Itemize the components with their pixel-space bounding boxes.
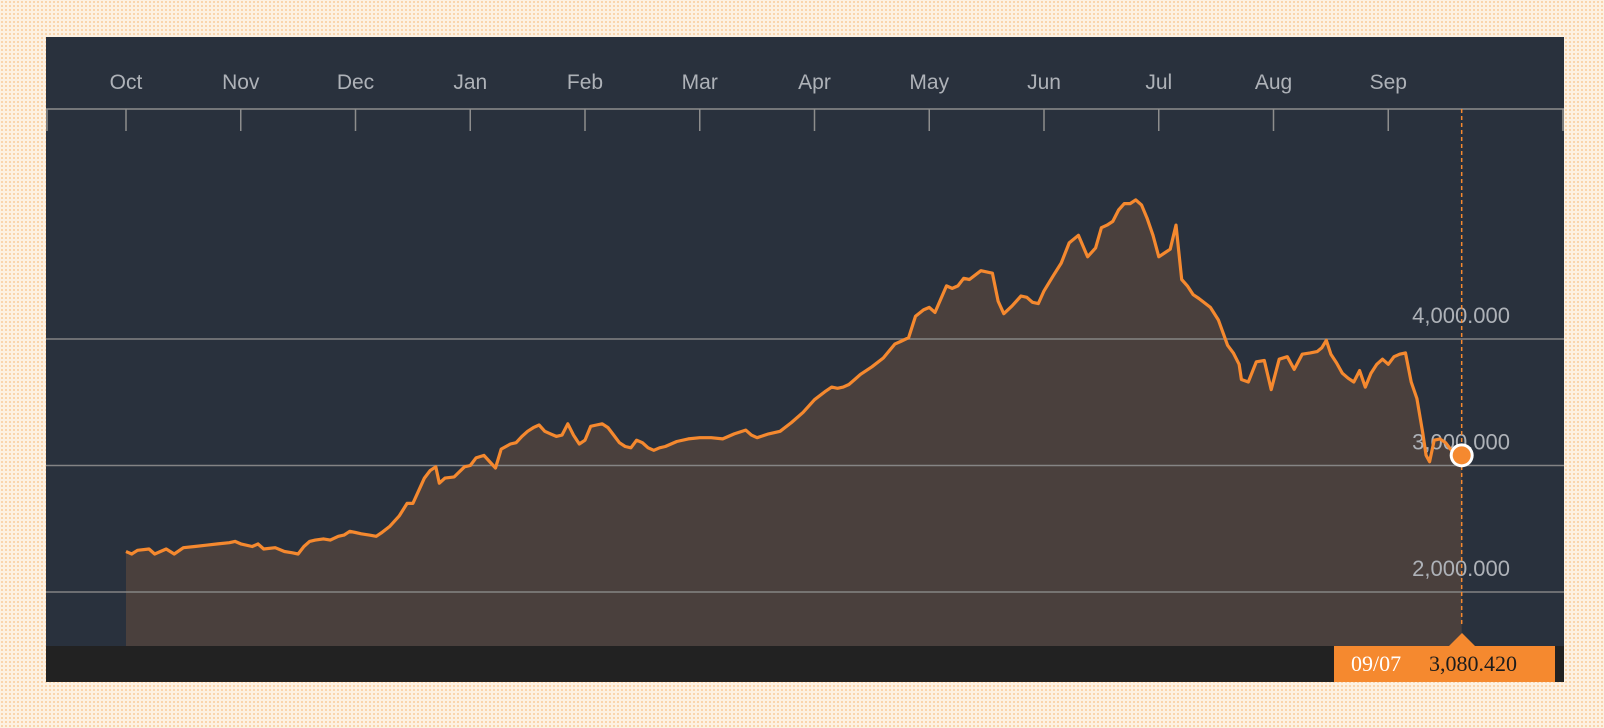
footer-bar <box>46 646 1564 682</box>
x-tick-label: Nov <box>222 71 260 94</box>
x-tick-label: Oct <box>110 71 143 94</box>
x-tick-label: Sep <box>1370 71 1407 94</box>
x-tick-label: May <box>909 71 949 94</box>
date-value-readout: 09/07 3,080.420 <box>1334 646 1555 682</box>
readout-date: 09/07 <box>1351 651 1402 676</box>
x-tick-label: Mar <box>682 71 718 94</box>
x-tick-label: Apr <box>798 71 831 94</box>
area-chart: Oct Nov Dec Jan Feb Mar Apr May Jun Jul Aug Sep2,00… <box>46 71 1564 646</box>
area-fill <box>126 199 1462 646</box>
x-tick-label: Aug <box>1255 71 1292 94</box>
x-tick-label: Jan <box>453 71 487 94</box>
chart-panel: Oct Nov Dec Jan Feb Mar Apr May Jun Jul Aug Sep 2,00… <box>46 37 1564 682</box>
x-tick-label: Jul <box>1145 71 1172 94</box>
x-tick-label: Feb <box>567 71 603 94</box>
marker-point <box>1452 446 1471 465</box>
series-line <box>125 198 1463 556</box>
readout-value: 3,080.420 <box>1429 651 1517 676</box>
readout-pointer <box>1447 633 1476 647</box>
x-tick-label: Dec <box>337 71 374 94</box>
x-tick-label: Jun <box>1027 71 1061 94</box>
